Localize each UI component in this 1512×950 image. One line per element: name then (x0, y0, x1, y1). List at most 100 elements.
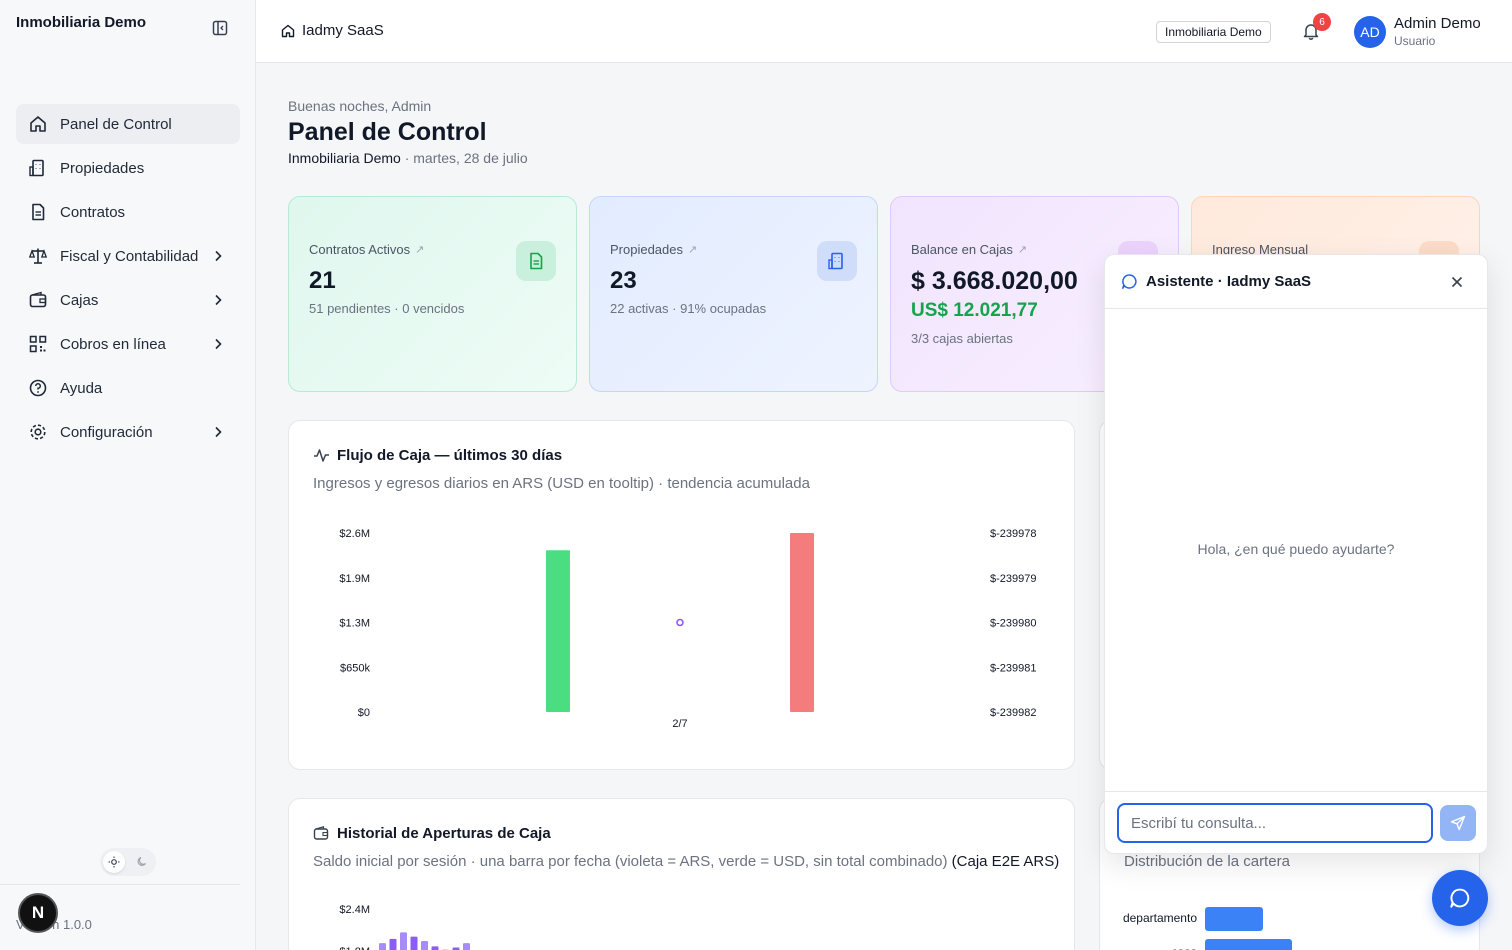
sidebar-item-label: Fiscal y Contabilidad (60, 247, 199, 265)
y2-tick-label: $-239980 (990, 618, 1037, 630)
history-bar (389, 938, 397, 950)
user-name: Admin Demo (1394, 15, 1481, 32)
cashflow-chart[interactable]: $0 $650k $1.3M $1.9M $2.6M $-239982 $-239981 $-… (289, 517, 1074, 767)
y-tick-label: $2.6M (339, 528, 370, 540)
y-tick-label: $1.3M (339, 618, 370, 630)
sidebar-collapse-icon[interactable] (212, 20, 232, 40)
y2-tick-label: $-239982 (990, 707, 1037, 719)
arrow-up-right-icon: ↗ (1017, 244, 1028, 256)
kpi-value-usd: US$ 12.021,77 (911, 300, 1038, 321)
greeting: Buenas noches, Admin (288, 98, 432, 114)
arrow-up-right-icon: ↗ (688, 244, 698, 256)
history-subtitle: Saldo inicial por sesión · una barra por… (313, 853, 1060, 870)
tenant-badge: Inmobiliaria Demo (1156, 21, 1271, 43)
history-bar (421, 941, 428, 950)
history-bar (431, 946, 439, 950)
assistant-empty-message: Hola, ¿en qué puedo ayudarte? (1197, 541, 1395, 557)
x-tick-label: 2/7 (672, 718, 687, 730)
kpi-label: Ingreso Mensual (1212, 242, 1309, 257)
kpi-label: Contratos Activos ↗ (309, 242, 425, 257)
portfolio-category: casa (1100, 945, 1197, 950)
bar-ingresos (546, 550, 570, 712)
help-icon (28, 378, 48, 398)
portfolio-bar[interactable] (1205, 907, 1263, 931)
current-date: · martes, 28 de julio (400, 150, 528, 166)
kpi-value: $ 3.668.020,00 (911, 267, 1078, 295)
sidebar-item-contratos[interactable]: Contratos (16, 192, 240, 232)
history-bar (452, 947, 460, 950)
history-bar (400, 932, 407, 950)
sidebar-divider (0, 884, 240, 885)
sidebar-item-cajas[interactable]: Cajas (16, 280, 240, 320)
trend-point (676, 618, 684, 627)
y2-tick-label: $-239979 (990, 573, 1037, 585)
history-bar (379, 943, 386, 950)
scale-icon (28, 246, 48, 266)
building-icon (28, 158, 48, 178)
sidebar: Inmobiliaria Demo Panel de Control Propi… (0, 0, 256, 950)
y-tick-label: $1.9M (339, 573, 370, 585)
assistant-message-input[interactable] (1117, 803, 1433, 843)
cashflow-card: Flujo de Caja — últimos 30 días Ingresos… (288, 420, 1075, 770)
sidebar-item-label: Contratos (60, 203, 126, 221)
y2-tick-label: $-239978 (990, 528, 1037, 540)
sidebar-item-label: Ayuda (60, 379, 103, 397)
assistant-toggle-button[interactable] (1432, 870, 1488, 926)
sidebar-item-label: Cobros en línea (60, 335, 166, 353)
wallet-icon (313, 825, 330, 842)
page-subtitle: Inmobiliaria Demo · martes, 28 de julio (288, 150, 528, 166)
brand-name: Inmobiliaria Demo (16, 14, 147, 31)
sidebar-item-fiscal[interactable]: Fiscal y Contabilidad (16, 236, 240, 276)
moon-icon[interactable] (131, 851, 153, 873)
y-tick-label: $650k (340, 662, 370, 674)
kpi-value: 23 (610, 267, 637, 294)
chat-bubble-icon (1121, 273, 1138, 290)
chevron-right-icon (210, 336, 226, 352)
send-button[interactable] (1440, 805, 1476, 841)
sidebar-item-label: Propiedades (60, 159, 145, 177)
cashflow-subtitle: Ingresos y egresos diarios en ARS (USD e… (313, 475, 810, 492)
avatar[interactable]: AD (1354, 16, 1386, 48)
breadcrumb-label: Iadmy SaaS (302, 22, 384, 39)
sidebar-item-label: Cajas (60, 291, 99, 309)
kpi-label: Balance en Cajas ↗ (911, 242, 1028, 257)
history-bar (410, 936, 418, 950)
arrow-up-right-icon: ↗ (415, 244, 425, 256)
cashflow-title: Flujo de Caja — últimos 30 días (313, 447, 562, 464)
chevron-right-icon (210, 292, 226, 308)
kpi-subtext: 22 activas · 91% ocupadas (610, 301, 767, 316)
dev-badge[interactable]: N (18, 893, 58, 933)
sidebar-item-configuracion[interactable]: Configuración (16, 412, 240, 452)
topbar: Iadmy SaaS Inmobiliaria Demo 6 AD Admin … (256, 0, 1512, 63)
notification-count-badge: 6 (1313, 13, 1331, 31)
company-name: Inmobiliaria Demo (288, 150, 401, 166)
wallet-icon (28, 290, 48, 310)
assistant-panel: Asistente · Iadmy SaaS Hola, ¿en qué pue… (1104, 254, 1488, 854)
activity-icon (313, 447, 330, 464)
sidebar-item-ayuda[interactable]: Ayuda (16, 368, 240, 408)
chat-bubble-icon (1450, 888, 1470, 908)
home-icon (28, 114, 48, 134)
portfolio-category: departamento (1122, 911, 1197, 925)
home-icon (280, 23, 296, 39)
assistant-header: Asistente · Iadmy SaaS (1105, 255, 1487, 309)
close-icon[interactable] (1449, 274, 1465, 290)
theme-toggle[interactable] (100, 848, 156, 876)
sidebar-item-cobros[interactable]: Cobros en línea (16, 324, 240, 364)
qr-icon (28, 334, 48, 354)
history-chart[interactable]: $2.4M $1.8M (289, 897, 1074, 950)
portfolio-bar[interactable] (1205, 939, 1292, 950)
kpi-contratos-activos[interactable]: Contratos Activos ↗ 21 51 pendientes · 0 … (288, 196, 577, 392)
breadcrumb[interactable]: Iadmy SaaS (280, 22, 384, 39)
document-icon (516, 241, 556, 281)
y-tick-label: $1.8M (339, 946, 370, 950)
sidebar-item-panel-de-control[interactable]: Panel de Control (16, 104, 240, 144)
kpi-propiedades[interactable]: Propiedades ↗ 23 22 activas · 91% ocupada… (589, 196, 878, 392)
assistant-title: Asistente · Iadmy SaaS (1121, 273, 1311, 290)
y2-tick-label: $-239981 (990, 662, 1037, 674)
kpi-label: Propiedades ↗ (610, 242, 698, 257)
portfolio-subtitle: Distribución de la cartera (1124, 853, 1290, 870)
sun-icon[interactable] (103, 851, 125, 873)
sidebar-item-propiedades[interactable]: Propiedades (16, 148, 240, 188)
chevron-right-icon (210, 248, 226, 264)
